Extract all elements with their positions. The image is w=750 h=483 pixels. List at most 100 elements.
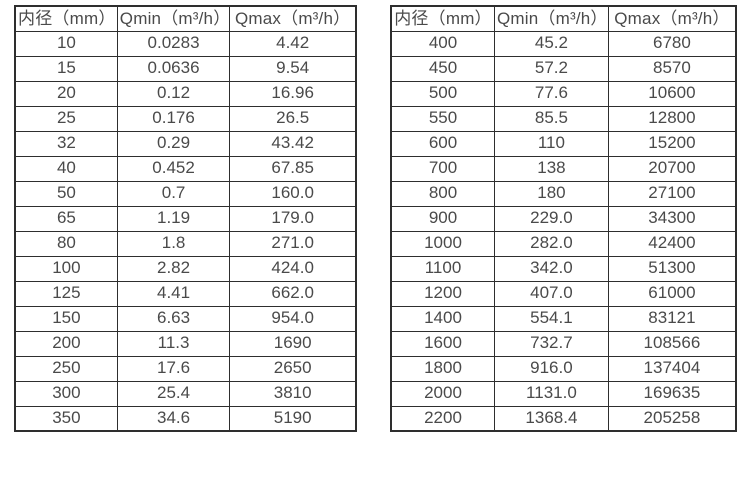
table-cell: 0.0283 [116,30,231,57]
table-cell: 80 [14,230,118,257]
table-cell: 6780 [607,30,737,57]
table-row: 700 138 20700 [390,155,737,182]
table-cell: 916.0 [494,355,609,382]
table-cell: 10600 [607,80,737,107]
table-row: 1400 554.1 83121 [390,305,737,332]
table-cell: 400 [390,30,495,57]
table-row: 100 2.82 424.0 [14,255,357,282]
table-cell: 51300 [607,255,737,282]
table-cell: 20700 [607,155,737,182]
table-cell: 200 [14,330,118,357]
column-header: Qmax（m³/h） [229,5,357,32]
table-row: 1000 282.0 42400 [390,230,737,257]
column-header: 内径（mm） [14,5,118,32]
table-cell: 10 [14,30,118,57]
table-cell: 15200 [607,130,737,157]
table-row: 450 57.2 8570 [390,55,737,82]
table-cell: 77.6 [494,80,609,107]
table-row: 1100 342.0 51300 [390,255,737,282]
header-row: 内径（mm） Qmin（m³/h） Qmax（m³/h） [390,5,737,32]
table-row: 2200 1368.4 205258 [390,405,737,432]
table-cell: 57.2 [494,55,609,82]
flow-table-small-diameters: 内径（mm） Qmin（m³/h） Qmax（m³/h） 10 0.0283 4.42 1… [14,5,357,432]
table-cell: 229.0 [494,205,609,232]
table-body: 10 0.0283 4.42 15 0.0636 9.54 20 0.12 16.96 25 0.1… [14,30,357,432]
table-row: 1800 916.0 137404 [390,355,737,382]
table-cell: 26.5 [229,105,357,132]
table-cell: 65 [14,205,118,232]
table-row: 50 0.7 160.0 [14,180,357,207]
table-cell: 45.2 [494,30,609,57]
table-cell: 25 [14,105,118,132]
table-row: 80 1.8 271.0 [14,230,357,257]
table-row: 10 0.0283 4.42 [14,30,357,57]
table-cell: 900 [390,205,495,232]
table-cell: 1200 [390,280,495,307]
table-cell: 250 [14,355,118,382]
table-row: 800 180 27100 [390,180,737,207]
table-cell: 160.0 [229,180,357,207]
table-row: 150 6.63 954.0 [14,305,357,332]
table-cell: 110 [494,130,609,157]
table-row: 15 0.0636 9.54 [14,55,357,82]
table-cell: 1690 [229,330,357,357]
table-cell: 34.6 [116,405,231,432]
table-cell: 282.0 [494,230,609,257]
table-cell: 12800 [607,105,737,132]
table-cell: 125 [14,280,118,307]
table-cell: 1600 [390,330,495,357]
table-cell: 100 [14,255,118,282]
table-cell: 2000 [390,380,495,407]
table-cell: 0.0636 [116,55,231,82]
table-row: 400 45.2 6780 [390,30,737,57]
table-row: 40 0.452 67.85 [14,155,357,182]
table-cell: 83121 [607,305,737,332]
table-cell: 4.41 [116,280,231,307]
table-cell: 0.29 [116,130,231,157]
table-cell: 2650 [229,355,357,382]
table-cell: 205258 [607,405,737,432]
table-body: 400 45.2 6780 450 57.2 8570 500 77.6 10600 550 85.… [390,30,737,432]
table-cell: 27100 [607,180,737,207]
table-cell: 350 [14,405,118,432]
column-header: Qmin（m³/h） [116,5,231,32]
table-cell: 2.82 [116,255,231,282]
table-row: 65 1.19 179.0 [14,205,357,232]
table-cell: 424.0 [229,255,357,282]
table-row: 300 25.4 3810 [14,380,357,407]
table-cell: 550 [390,105,495,132]
table-cell: 40 [14,155,118,182]
table-cell: 342.0 [494,255,609,282]
table-row: 250 17.6 2650 [14,355,357,382]
table-cell: 9.54 [229,55,357,82]
table-cell: 450 [390,55,495,82]
table-cell: 6.63 [116,305,231,332]
table-cell: 180 [494,180,609,207]
table-row: 25 0.176 26.5 [14,105,357,132]
table-cell: 600 [390,130,495,157]
table-cell: 8570 [607,55,737,82]
table-cell: 0.12 [116,80,231,107]
table-cell: 554.1 [494,305,609,332]
table-cell: 32 [14,130,118,157]
table-cell: 407.0 [494,280,609,307]
table-cell: 800 [390,180,495,207]
table-row: 200 11.3 1690 [14,330,357,357]
table-cell: 34300 [607,205,737,232]
table-cell: 138 [494,155,609,182]
table-cell: 179.0 [229,205,357,232]
column-header: Qmax（m³/h） [607,5,737,32]
table-row: 20 0.12 16.96 [14,80,357,107]
table-cell: 2200 [390,405,495,432]
table-cell: 50 [14,180,118,207]
table-cell: 17.6 [116,355,231,382]
header-row: 内径（mm） Qmin（m³/h） Qmax（m³/h） [14,5,357,32]
table-cell: 137404 [607,355,737,382]
table-cell: 61000 [607,280,737,307]
table-row: 1200 407.0 61000 [390,280,737,307]
table-cell: 662.0 [229,280,357,307]
table-cell: 67.85 [229,155,357,182]
column-header: Qmin（m³/h） [494,5,609,32]
table-row: 1600 732.7 108566 [390,330,737,357]
